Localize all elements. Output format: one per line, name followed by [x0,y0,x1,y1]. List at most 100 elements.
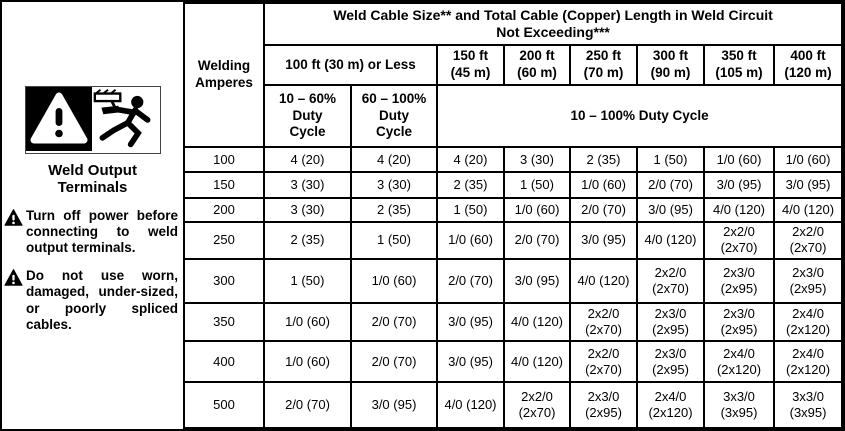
table-row: 350 1/0 (60) 2/0 (70) 3/0 (95) 4/0 (120)… [183,301,844,343]
section-title: Weld Output Terminals [48,162,137,197]
cable-size-cell: 2/0 (70) [503,220,571,261]
cable-size-cell: 3 (30) [263,171,352,199]
cable-size-cell: 4 (20) [350,145,438,174]
warning-text: Do not use worn, damaged, under-sized, o… [26,267,178,333]
table-row: 150 3 (30) 3 (30) 2 (35) 1 (50) 1/0 (60)… [183,171,844,199]
cable-size-cell: 4/0 (120) [636,220,705,261]
cable-size-cell: 2x3/0 (2x95) [772,258,844,304]
table-row: 200 3 (30) 2 (35) 1 (50) 1/0 (60) 2/0 (7… [183,196,844,223]
weld-cable-size-table: Welding Amperes Weld Cable Size** and To… [183,2,844,429]
cable-size-cell: 1 (50) [503,171,571,199]
cable-size-cell: 1/0 (60) [569,171,638,199]
amperes-value-cell: 100 [183,145,265,174]
cable-size-cell: 2x3/0 (2x95) [569,381,638,429]
cable-size-cell: 2x3/0 (2x95) [636,301,705,343]
length-header-cell: 100 ft (30 m) or Less [263,44,438,86]
electric-shock-pictogram-icon [91,88,158,150]
cable-size-cell: 2x4/0 (2x120) [703,340,775,384]
amperes-value-cell: 150 [183,171,265,199]
table-row: 10 – 60% Duty Cycle 60 – 100% Duty Cycle… [184,84,844,148]
cable-size-cell: 3/0 (95) [503,258,571,304]
cable-size-cell: 2x4/0 (2x120) [772,340,844,384]
cable-size-cell: 1/0 (60) [350,258,438,304]
cable-size-cell: 1/0 (60) [263,301,352,343]
cable-size-cell: 2x3/0 (2x95) [703,258,775,304]
cable-size-cell: 4 (20) [436,145,505,174]
warning-text: Turn off power before connecting to weld… [26,207,178,256]
cable-size-cell: 3/0 (95) [636,196,705,223]
warning-triangle-icon [4,268,24,334]
cable-size-cell: 3/0 (95) [569,220,638,261]
cable-size-cell: 1/0 (60) [436,220,505,261]
exclamation-triangle-icon [25,87,92,151]
cable-size-cell: 3/0 (95) [772,171,844,199]
cable-size-cell: 2/0 (70) [350,301,438,343]
amperes-value-cell: 400 [183,340,265,384]
cable-size-cell: 4/0 (120) [503,340,571,384]
length-header-cell: 250 ft (70 m) [569,44,638,86]
amperes-value-cell: 250 [183,220,265,261]
cable-size-cell: 3/0 (95) [436,301,505,343]
cable-size-cell: 1 (50) [263,258,352,304]
cable-size-cell: 2/0 (70) [263,381,352,429]
cable-size-cell: 2 (35) [436,171,505,199]
length-header-cell: 350 ft (105 m) [703,44,775,86]
cable-size-cell: 1 (50) [436,196,505,223]
weld-output-terminals-sidebar: Weld Output Terminals Turn off power bef… [2,2,183,429]
cable-size-cell: 1 (50) [350,220,438,261]
cable-size-cell: 2 (35) [350,196,438,223]
cable-size-cell: 1/0 (60) [263,340,352,384]
length-header-cell: 400 ft (120 m) [772,44,844,86]
warning-item: Do not use worn, damaged, under-sized, o… [2,268,183,334]
cable-size-cell: 2x2/0 (2x70) [772,220,844,261]
cable-size-cell: 2/0 (70) [350,340,438,384]
length-header-cell: 200 ft (60 m) [503,44,571,86]
table-row: 500 2/0 (70) 3/0 (95) 4/0 (120) 2x2/0 (2… [183,381,844,429]
cable-size-cell: 3x3/0 (3x95) [772,381,844,429]
cable-size-cell: 1/0 (60) [703,145,775,174]
cable-size-cell: 3/0 (95) [436,340,505,384]
cable-size-cell: 4/0 (120) [772,196,844,223]
hazard-pictogram [24,86,161,154]
amperes-value-cell: 350 [183,301,265,343]
cable-size-cell: 2x2/0 (2x70) [636,258,705,304]
cable-size-cell: 1/0 (60) [503,196,571,223]
table-row: Welding Amperes Weld Cable Size** and To… [183,2,844,148]
table-main-header: Weld Cable Size** and Total Cable (Coppe… [262,2,844,46]
amperes-value-cell: 300 [183,258,265,304]
cable-size-cell: 2 (35) [569,145,638,174]
cable-size-cell: 2 (35) [263,220,352,261]
table-row: 100 4 (20) 4 (20) 4 (20) 3 (30) 2 (35) 1… [183,145,844,174]
cable-size-cell: 3/0 (95) [350,381,438,429]
cable-size-cell: 4/0 (120) [569,258,638,304]
cable-size-cell: 2x2/0 (2x70) [503,381,571,429]
warning-triangle-icon [4,208,24,257]
cable-size-cell: 3x3/0 (3x95) [703,381,775,429]
cable-size-cell: 2x3/0 (2x95) [703,301,775,343]
cable-size-cell: 4/0 (120) [436,381,505,429]
cable-size-cell: 1/0 (60) [772,145,844,174]
cable-size-cell: 3/0 (95) [703,171,775,199]
duty-cycle-header-cell: 10 – 60% Duty Cycle [263,84,352,148]
cable-size-cell: 3 (30) [350,171,438,199]
cable-size-cell: 2x4/0 (2x120) [636,381,705,429]
cable-size-cell: 3 (30) [263,196,352,223]
cable-size-cell: 2x4/0 (2x120) [772,301,844,343]
amperes-value-cell: 200 [183,196,265,223]
duty-cycle-header-cell: 60 – 100% Duty Cycle [350,84,438,148]
cable-size-cell: 2x2/0 (2x70) [569,301,638,343]
cable-size-cell: 4/0 (120) [703,196,775,223]
cable-size-cell: 2x3/0 (2x95) [636,340,705,384]
duty-cycle-header-cell: 10 – 100% Duty Cycle [435,84,844,148]
amperes-value-cell: 500 [183,381,265,429]
table-row: 100 ft (30 m) or Less 150 ft (45 m) 200 … [184,44,844,86]
cable-size-cell: 2x2/0 (2x70) [569,340,638,384]
amperes-column-header: Welding Amperes [183,2,265,148]
warning-item: Turn off power before connecting to weld… [2,208,183,257]
cable-size-cell: 4 (20) [263,145,352,174]
table-row: 400 1/0 (60) 2/0 (70) 3/0 (95) 4/0 (120)… [183,340,844,384]
cable-size-cell: 4/0 (120) [503,301,571,343]
cable-size-cell: 1 (50) [636,145,705,174]
cable-size-cell: 2/0 (70) [569,196,638,223]
